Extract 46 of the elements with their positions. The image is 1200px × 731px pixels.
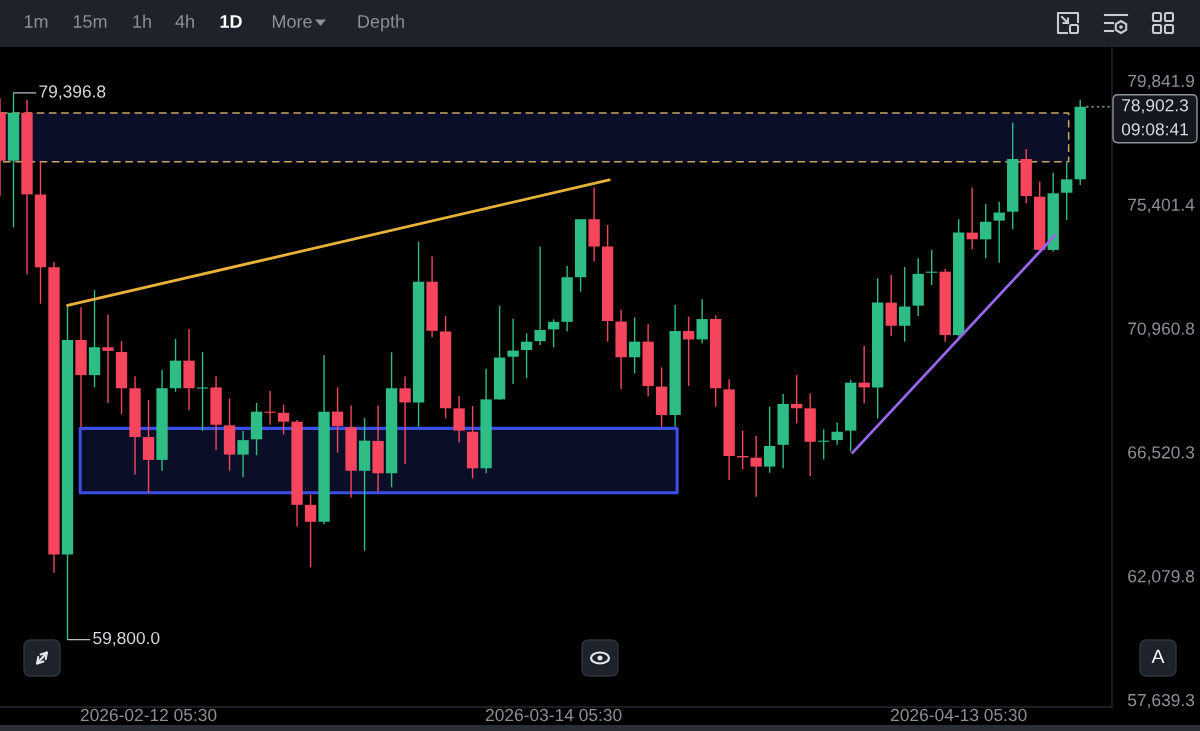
text: 15m: [73, 15, 107, 28]
candlestick: [264, 390, 276, 426]
candlestick: [453, 395, 465, 444]
candlestick: [682, 315, 695, 387]
text: More: [272, 15, 312, 28]
candlestick: [750, 435, 762, 498]
candlestick: [831, 421, 843, 446]
candlestick: [507, 318, 519, 385]
candlestick: [696, 298, 708, 345]
candlestick: [980, 203, 992, 259]
y-tick-label: 66,520.3: [1128, 446, 1195, 461]
text: A: [1151, 649, 1165, 664]
text: 1m: [24, 15, 48, 28]
candlestick: [142, 399, 155, 494]
y-tick-label: 79,841.9: [1128, 74, 1195, 90]
candlestick: [520, 332, 533, 379]
candlestick: [885, 274, 897, 337]
candlestick: [547, 318, 560, 348]
candlestick: [304, 493, 317, 568]
y-tick-label: 75,401.4: [1128, 198, 1195, 213]
text: Depth: [358, 14, 404, 32]
candlestick: [331, 386, 344, 454]
candlestick: [237, 430, 249, 478]
candlestick: [1061, 161, 1073, 221]
annotation: 78,902.3: [1122, 99, 1189, 114]
text: 4h: [175, 14, 194, 28]
y-tick-label: 57,639.3: [1127, 693, 1195, 709]
annotation: 59,800.0: [93, 631, 160, 647]
text: 1D: [220, 15, 242, 28]
candlestick: [763, 405, 776, 474]
text: 09:08:41: [1121, 123, 1188, 136]
x-tick-label: 2026-03-14 05:30: [485, 708, 622, 722]
y-tick-label: 70,960.8: [1128, 322, 1195, 337]
candlestick: [628, 316, 641, 375]
x-tick-label: 2026-02-12 05:30: [80, 708, 217, 722]
candlestick: [993, 200, 1005, 264]
candlestick: [196, 351, 209, 432]
candlestick: [277, 403, 290, 436]
annotation: 79,396.8: [39, 85, 106, 100]
y-tick-label: 62,079.8: [1128, 570, 1195, 585]
candlestick: [534, 245, 546, 346]
candlestick: [399, 375, 411, 465]
x-tick-label: 2026-04-13 05:30: [891, 708, 1027, 722]
candlestick: [899, 266, 911, 343]
candlestick: [102, 313, 114, 404]
text: 1h: [133, 14, 151, 28]
